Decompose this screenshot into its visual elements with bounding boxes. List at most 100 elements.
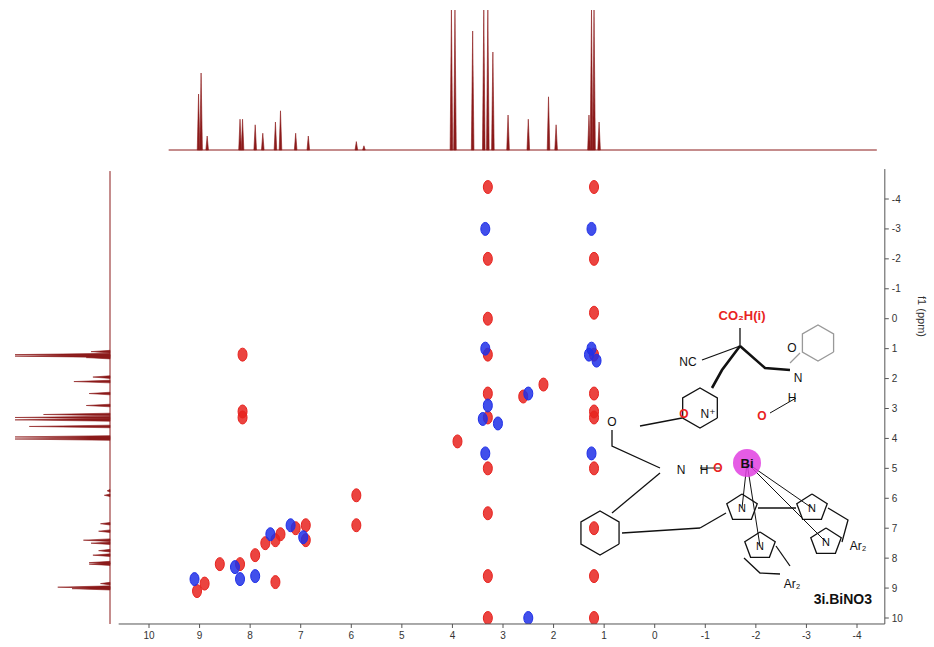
cross-peak xyxy=(524,612,533,624)
x-tick xyxy=(806,624,807,628)
cross-peak xyxy=(251,549,260,562)
f2-peak xyxy=(254,125,257,150)
y-tick-label: 1 xyxy=(892,343,898,354)
f1-peak xyxy=(58,586,110,589)
y-tick xyxy=(885,468,889,469)
x-tick xyxy=(654,624,655,628)
cross-peak xyxy=(481,447,490,460)
cross-peak xyxy=(190,573,199,586)
f2-peak xyxy=(274,122,277,150)
cross-peak xyxy=(524,387,533,400)
x-tick-label: 2 xyxy=(551,630,557,641)
f1-peak xyxy=(29,425,110,428)
f2-peak xyxy=(363,146,366,150)
atom-label: O xyxy=(787,341,796,355)
x-axis-line xyxy=(119,623,885,624)
x-tick-label: -2 xyxy=(751,630,760,641)
cross-peak xyxy=(200,577,209,590)
y-tick-label: 9 xyxy=(892,583,898,594)
cross-peak xyxy=(590,462,599,475)
f2-peak xyxy=(471,31,474,150)
f1-peak xyxy=(74,380,110,383)
cross-peak xyxy=(483,312,492,325)
x-tick-label: 9 xyxy=(197,630,203,641)
f1-peak xyxy=(15,419,110,422)
cross-peak xyxy=(478,412,487,425)
f1-peak xyxy=(15,436,110,439)
x-tick-label: 8 xyxy=(247,630,253,641)
f2-peak xyxy=(492,52,495,150)
f1-peak xyxy=(89,561,110,564)
f1-peak xyxy=(91,542,110,545)
x-tick-label: 4 xyxy=(450,630,456,641)
bond xyxy=(797,494,827,519)
x-tick xyxy=(755,624,756,628)
cross-peak xyxy=(215,558,224,571)
bond xyxy=(828,508,848,542)
y-tick xyxy=(885,618,889,619)
y-tick xyxy=(885,318,889,319)
cross-peak xyxy=(493,417,502,430)
cross-peak xyxy=(271,576,280,589)
cross-peak xyxy=(352,489,361,502)
atom-label: H xyxy=(788,391,797,405)
f1-peak xyxy=(83,539,110,542)
compound-label: 3i.BiNO3 xyxy=(814,591,873,607)
x-tick xyxy=(857,624,858,628)
f2-peak xyxy=(261,133,264,150)
f2-peak xyxy=(454,10,457,150)
x-tick-label: 5 xyxy=(399,630,405,641)
cross-peak xyxy=(590,387,599,400)
bond xyxy=(622,528,700,533)
bond xyxy=(739,328,740,346)
f2-peak xyxy=(307,136,310,150)
f2-peak xyxy=(450,10,453,150)
cross-peak xyxy=(238,348,247,361)
y-tick xyxy=(885,498,889,499)
bond xyxy=(776,546,790,566)
f2-peak xyxy=(547,97,550,150)
f2-peak xyxy=(206,136,209,150)
y-tick-label: -3 xyxy=(892,223,901,234)
x-tick-label: 3 xyxy=(500,630,506,641)
atom-label: N xyxy=(738,502,746,514)
y-tick-label: -2 xyxy=(892,253,901,264)
y-tick xyxy=(885,348,889,349)
atom-label: H xyxy=(700,463,709,477)
cross-peak xyxy=(590,181,599,194)
f2-peak xyxy=(355,142,358,150)
y-tick-label: 7 xyxy=(892,523,898,534)
atom-label: O xyxy=(757,409,766,423)
cross-peak xyxy=(587,222,596,235)
x-tick xyxy=(351,624,352,628)
x-tick-label: 7 xyxy=(298,630,304,641)
cross-peak xyxy=(286,519,295,532)
y-tick-label: 4 xyxy=(892,433,898,444)
x-tick xyxy=(300,624,301,628)
f1-peak xyxy=(15,416,110,419)
cross-peak xyxy=(483,507,492,520)
cross-peak xyxy=(301,519,310,532)
bond xyxy=(744,558,780,574)
atom-label: Ar₂ xyxy=(784,577,801,591)
y-tick xyxy=(885,588,889,589)
f2-peak xyxy=(279,111,282,150)
atom-label: N xyxy=(794,371,803,385)
cross-peak xyxy=(483,181,492,194)
bond xyxy=(640,418,682,426)
bond xyxy=(740,346,790,370)
cross-peak xyxy=(266,528,275,541)
cross-peak xyxy=(453,435,462,448)
x-tick xyxy=(705,624,706,628)
x-tick-label: 6 xyxy=(349,630,355,641)
cross-peak xyxy=(483,462,492,475)
f2-peak xyxy=(482,10,485,150)
cross-peak xyxy=(483,387,492,400)
f1-peak xyxy=(101,522,111,525)
f2-peak xyxy=(487,10,490,150)
cross-peak xyxy=(590,612,599,624)
x-tick xyxy=(401,624,402,628)
cross-peak xyxy=(481,222,490,235)
bond xyxy=(758,507,796,508)
f1-peak xyxy=(93,554,110,557)
